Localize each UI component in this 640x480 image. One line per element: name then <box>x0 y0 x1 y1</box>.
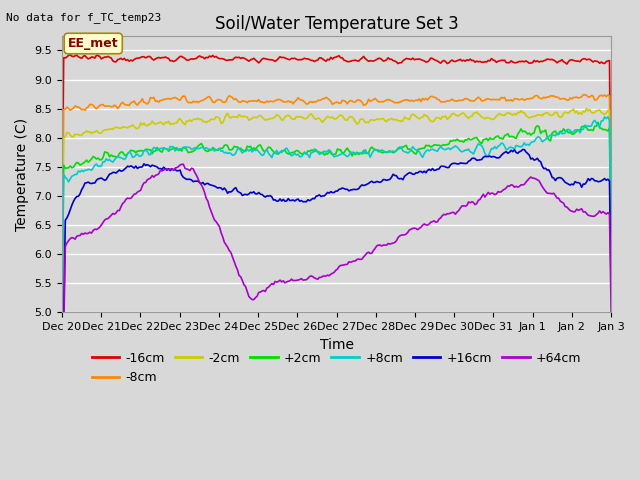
+64cm <box>181 166 189 171</box>
-16cm <box>58 236 66 242</box>
+16cm <box>607 286 615 291</box>
+2cm <box>366 146 374 152</box>
+16cm <box>65 211 72 217</box>
+64cm <box>607 308 615 314</box>
-8cm <box>222 99 230 105</box>
Title: Soil/Water Temperature Set 3: Soil/Water Temperature Set 3 <box>214 15 458 33</box>
+2cm <box>607 283 615 289</box>
-2cm <box>222 112 230 118</box>
+2cm <box>508 133 515 139</box>
+16cm <box>366 179 374 185</box>
-2cm <box>582 106 590 111</box>
+8cm <box>514 143 522 149</box>
+2cm <box>594 120 602 125</box>
-8cm <box>579 92 587 97</box>
+2cm <box>222 142 230 148</box>
-2cm <box>366 117 374 123</box>
+2cm <box>58 308 66 314</box>
-2cm <box>514 109 522 115</box>
-16cm <box>607 240 615 246</box>
Legend: -16cm, -8cm, -2cm, +2cm, +8cm, +16cm, +64cm: -16cm, -8cm, -2cm, +2cm, +8cm, +16cm, +6… <box>86 347 586 389</box>
+8cm <box>607 279 615 285</box>
-8cm <box>366 98 374 104</box>
-2cm <box>65 130 72 135</box>
Line: -2cm: -2cm <box>62 108 611 294</box>
Text: EE_met: EE_met <box>68 37 118 50</box>
+8cm <box>58 315 66 321</box>
+8cm <box>366 155 374 160</box>
+16cm <box>508 147 515 153</box>
-16cm <box>368 58 376 64</box>
-16cm <box>67 52 74 58</box>
-16cm <box>224 58 232 63</box>
-8cm <box>58 272 66 278</box>
+64cm <box>179 161 187 167</box>
+8cm <box>222 149 230 155</box>
-8cm <box>179 93 187 99</box>
+64cm <box>65 238 72 243</box>
+8cm <box>65 179 72 185</box>
Line: +2cm: +2cm <box>62 122 611 311</box>
-2cm <box>58 291 66 297</box>
+64cm <box>58 422 66 428</box>
+64cm <box>368 250 376 256</box>
-2cm <box>179 120 187 126</box>
-8cm <box>514 96 522 102</box>
+16cm <box>520 147 528 153</box>
+64cm <box>224 244 232 250</box>
+64cm <box>509 182 516 188</box>
-8cm <box>65 106 72 111</box>
+2cm <box>179 144 187 150</box>
+8cm <box>179 145 187 151</box>
+2cm <box>514 132 522 137</box>
+16cm <box>222 187 230 193</box>
-16cm <box>181 56 189 61</box>
X-axis label: Time: Time <box>319 337 353 352</box>
+8cm <box>508 144 515 150</box>
Text: No data for f_TC_temp23: No data for f_TC_temp23 <box>6 12 162 23</box>
Line: +64cm: +64cm <box>62 164 611 425</box>
+2cm <box>65 165 72 171</box>
Line: -16cm: -16cm <box>62 55 611 243</box>
-8cm <box>607 261 615 267</box>
Y-axis label: Temperature (C): Temperature (C) <box>15 118 29 231</box>
-16cm <box>65 52 72 58</box>
Line: +8cm: +8cm <box>62 117 611 318</box>
+64cm <box>515 184 523 190</box>
+16cm <box>514 150 522 156</box>
Line: +16cm: +16cm <box>62 150 611 414</box>
+8cm <box>604 114 612 120</box>
Line: -8cm: -8cm <box>62 95 611 275</box>
+16cm <box>58 411 66 417</box>
-16cm <box>509 59 516 65</box>
-16cm <box>515 59 523 64</box>
-8cm <box>508 97 515 103</box>
-2cm <box>508 111 515 117</box>
+16cm <box>179 174 187 180</box>
-2cm <box>607 272 615 278</box>
